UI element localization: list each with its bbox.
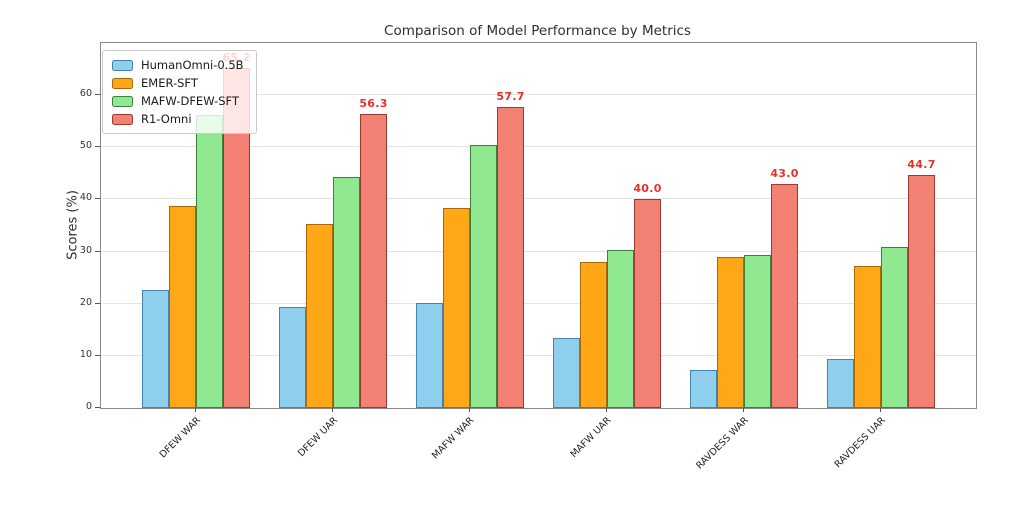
- x-tick-label: DFEW UAR: [295, 415, 340, 460]
- y-tick-label: 30: [79, 244, 92, 256]
- plot-area: 65.256.357.740.043.044.7: [100, 42, 977, 409]
- bar-mafw-dfew-sft: [470, 145, 497, 408]
- legend-label: R1-Omni: [141, 112, 192, 126]
- bar-emer-sft: [306, 223, 333, 408]
- bar-mafw-dfew-sft: [333, 177, 360, 408]
- x-tick-mark: [606, 408, 607, 412]
- x-tick-label: RAVDESS UAR: [832, 415, 888, 471]
- gridline: [101, 302, 976, 304]
- legend-label: EMER-SFT: [141, 76, 198, 90]
- y-tick-mark: [95, 354, 100, 356]
- bar-mafw-dfew-sft: [607, 249, 634, 408]
- legend-swatch-emer-sft: [112, 77, 133, 89]
- chart-title: Comparison of Model Performance by Metri…: [384, 23, 691, 39]
- x-tick-label: MAFW UAR: [568, 415, 614, 461]
- legend-item-humanomni-0-5b: HumanOmni-0.5B: [112, 58, 244, 72]
- legend-item-mafw-dfew-sft: MAFW-DFEW-SFT: [112, 94, 244, 108]
- legend-swatch-r1-omni: [112, 113, 133, 125]
- bar-humanomni-0-5b: [827, 359, 854, 408]
- legend-item-r1-omni: R1-Omni: [112, 112, 244, 126]
- y-tick-label: 0: [85, 401, 92, 412]
- x-tick-label: RAVDESS WAR: [694, 415, 751, 472]
- bar-value-label: 43.0: [770, 166, 799, 180]
- gridline: [101, 250, 976, 252]
- bar-r1-omni: [360, 114, 387, 408]
- x-tick-mark: [195, 408, 196, 412]
- gridline: [101, 146, 976, 148]
- bar-humanomni-0-5b: [416, 302, 443, 408]
- bar-emer-sft: [854, 266, 881, 408]
- legend: HumanOmni-0.5B EMER-SFT MAFW-DFEW-SFT R1-Om…: [102, 50, 257, 134]
- legend-swatch-mafw-dfew-sft: [112, 95, 133, 107]
- bar-humanomni-0-5b: [279, 306, 306, 408]
- legend-swatch-humanomni-0-5b: [112, 59, 133, 71]
- bar-humanomni-0-5b: [142, 290, 169, 408]
- bar-humanomni-0-5b: [553, 337, 580, 408]
- y-tick-label: 10: [79, 348, 92, 360]
- y-tick-mark: [95, 94, 100, 96]
- bar-r1-omni: [771, 183, 798, 408]
- y-tick-mark: [95, 146, 100, 148]
- y-tick-mark: [95, 250, 100, 252]
- bar-value-label: 56.3: [359, 97, 388, 111]
- bar-emer-sft: [169, 206, 196, 408]
- x-tick-label: DFEW WAR: [157, 415, 203, 461]
- y-tick-label: 50: [79, 140, 92, 152]
- y-tick-label: 20: [79, 296, 92, 308]
- bar-r1-omni: [634, 199, 661, 408]
- bar-emer-sft: [717, 256, 744, 408]
- x-tick-mark: [332, 408, 333, 412]
- y-tick-mark: [95, 198, 100, 200]
- bar-humanomni-0-5b: [690, 369, 717, 408]
- y-tick-label: 40: [79, 192, 92, 204]
- bar-value-label: 40.0: [633, 182, 662, 196]
- gridline: [101, 198, 976, 200]
- legend-item-emer-sft: EMER-SFT: [112, 76, 244, 90]
- bar-emer-sft: [443, 207, 470, 408]
- gridline: [101, 354, 976, 356]
- y-tick-mark: [95, 302, 100, 304]
- legend-label: HumanOmni-0.5B: [141, 58, 244, 72]
- bar-mafw-dfew-sft: [744, 255, 771, 408]
- bar-value-label: 44.7: [907, 157, 936, 171]
- y-tick-mark: [95, 407, 100, 408]
- x-tick-mark: [469, 408, 470, 412]
- gridline: [101, 94, 976, 96]
- bar-mafw-dfew-sft: [196, 115, 223, 408]
- bar-mafw-dfew-sft: [881, 247, 908, 408]
- bar-r1-omni: [908, 174, 935, 408]
- bar-r1-omni: [497, 107, 524, 408]
- x-tick-mark: [880, 408, 881, 412]
- x-tick-label: MAFW WAR: [430, 415, 477, 462]
- bar-value-label: 57.7: [496, 90, 525, 104]
- bar-emer-sft: [580, 262, 607, 408]
- legend-label: MAFW-DFEW-SFT: [141, 94, 239, 108]
- x-tick-mark: [743, 408, 744, 412]
- y-tick-label: 60: [79, 88, 92, 100]
